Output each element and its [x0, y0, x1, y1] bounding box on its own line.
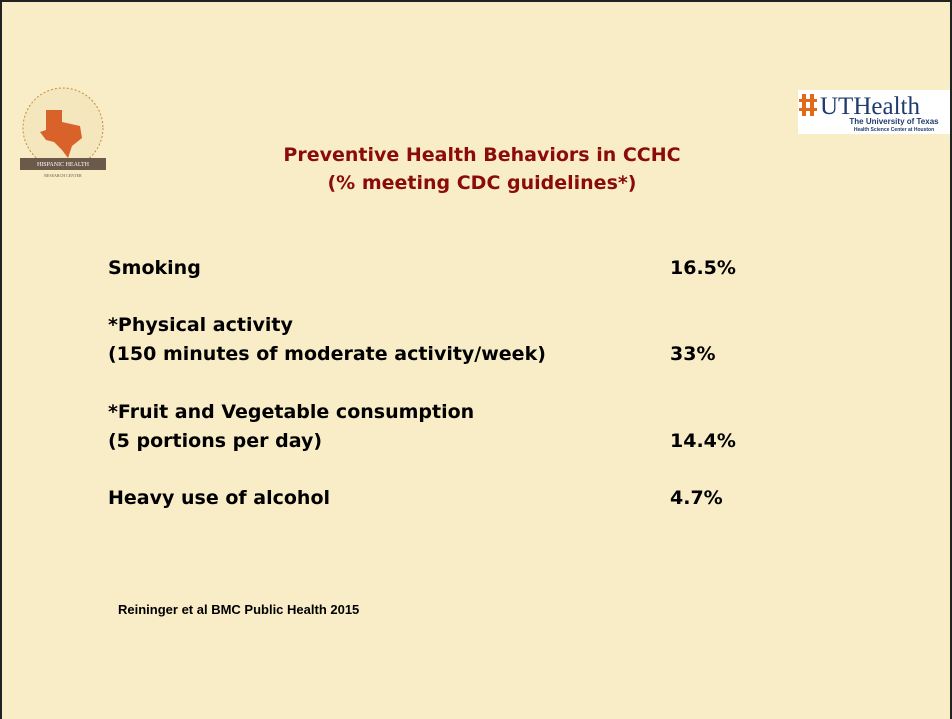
logo-text: RESEARCH CENTER [44, 173, 82, 178]
citation: Reininger et al BMC Public Health 2015 [118, 602, 360, 617]
row-value: 33% [670, 343, 716, 365]
row-label: (150 minutes of moderate activity/week) [108, 343, 546, 365]
logo-text: HISPANIC HEALTH [37, 162, 90, 168]
row-label: (5 portions per day) [108, 430, 323, 452]
row-value: 16.5% [670, 257, 736, 279]
right-logo: UTHealth The University of Texas Health … [798, 90, 950, 134]
left-logo: HISPANIC HEALTH RESEARCH CENTER [20, 87, 106, 178]
row-value: 4.7% [670, 487, 723, 509]
logo-banner [20, 158, 106, 170]
row-label: *Physical activity [108, 314, 293, 336]
logo-name: UTHealth [820, 93, 920, 120]
logo-text: The University of Texas [849, 117, 939, 126]
title: Preventive Health Behaviors in CCHC [283, 144, 681, 166]
logo-bg [798, 90, 950, 134]
subtitle: (% meeting CDC guidelines*) [327, 172, 637, 194]
logo-icon [799, 94, 817, 116]
logo-text: Health Science Center at Houston [854, 127, 934, 133]
row-value: 14.4% [670, 430, 736, 452]
row-label: Heavy use of alcohol [108, 487, 331, 509]
texas-shape [40, 110, 82, 158]
row-label: *Fruit and Vegetable consumption [108, 401, 475, 423]
row-label: Smoking [108, 257, 201, 279]
